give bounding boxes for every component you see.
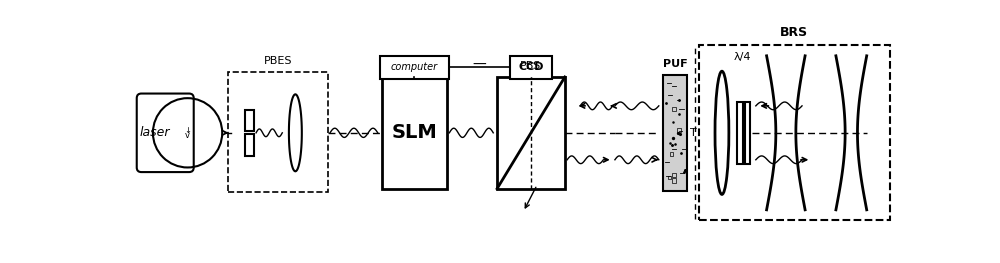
Text: laser: laser [139,126,170,139]
Bar [228,72,328,192]
Bar [510,56,552,79]
Bar [670,153,673,156]
Bar [497,77,565,189]
Text: computer: computer [391,62,438,72]
Bar [380,56,449,79]
Text: $\downarrow$: $\downarrow$ [183,125,192,135]
Polygon shape [289,94,302,171]
Bar [382,77,447,189]
Text: CCD: CCD [518,62,544,72]
Text: BRS: BRS [780,26,808,39]
Bar [745,102,750,164]
Bar [245,110,254,131]
Bar [245,134,254,156]
Text: λ/4: λ/4 [734,52,751,62]
Text: v: v [185,132,190,140]
Text: PUF: PUF [663,59,688,69]
Text: PBS: PBS [520,61,542,71]
Bar [699,45,890,220]
Bar [663,75,687,191]
Text: —: — [473,58,486,72]
Text: PBES: PBES [263,56,292,66]
Bar [672,179,676,183]
Ellipse shape [715,71,729,194]
FancyBboxPatch shape [137,94,194,172]
Bar [672,173,676,177]
Bar [672,107,676,111]
Bar [737,102,743,164]
Text: T: T [690,128,697,138]
Bar [668,176,671,179]
Text: SLM: SLM [391,123,437,142]
Bar [677,128,681,132]
